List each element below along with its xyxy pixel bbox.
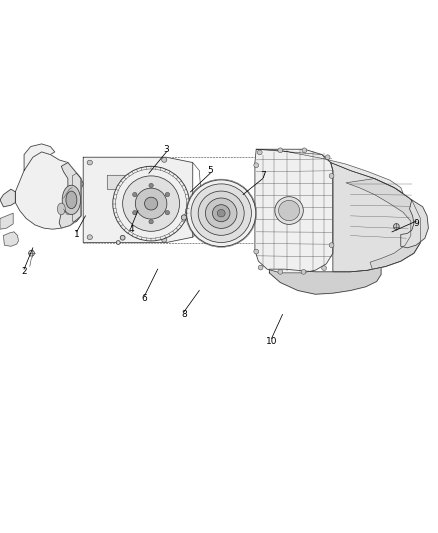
Ellipse shape [321,265,326,271]
Ellipse shape [135,188,167,219]
Ellipse shape [275,197,304,224]
Polygon shape [4,232,18,246]
Text: 6: 6 [141,294,148,303]
Ellipse shape [62,185,81,215]
Text: 7: 7 [260,172,266,180]
Polygon shape [59,163,81,228]
Polygon shape [0,213,13,229]
Ellipse shape [329,243,334,247]
Ellipse shape [205,198,237,228]
Ellipse shape [162,158,167,163]
Ellipse shape [149,220,153,224]
Text: 9: 9 [413,220,419,228]
Ellipse shape [254,249,258,254]
Ellipse shape [257,150,262,155]
Ellipse shape [123,176,180,231]
Ellipse shape [258,265,263,270]
Ellipse shape [165,192,170,197]
Ellipse shape [217,209,225,217]
Ellipse shape [133,192,137,197]
Ellipse shape [28,251,34,256]
Ellipse shape [149,183,153,188]
Polygon shape [0,189,15,207]
Polygon shape [269,266,381,294]
Ellipse shape [302,148,307,153]
Polygon shape [72,173,81,221]
Ellipse shape [187,180,256,246]
Ellipse shape [301,269,306,274]
Ellipse shape [393,224,399,229]
Polygon shape [401,200,428,248]
Ellipse shape [120,235,125,240]
Ellipse shape [133,211,137,215]
Ellipse shape [87,235,92,240]
Text: 1: 1 [74,230,80,239]
Text: 2: 2 [21,268,27,276]
Polygon shape [24,144,55,171]
Polygon shape [256,149,403,193]
Text: 3: 3 [163,145,170,154]
Ellipse shape [117,166,185,233]
Ellipse shape [278,269,283,274]
Ellipse shape [121,197,154,228]
Ellipse shape [325,155,330,160]
Polygon shape [15,152,83,229]
Polygon shape [255,149,333,273]
Ellipse shape [116,241,120,244]
Ellipse shape [191,184,251,243]
Text: 4: 4 [129,225,134,233]
Ellipse shape [198,191,244,236]
Ellipse shape [165,211,170,215]
Ellipse shape [329,173,334,178]
Ellipse shape [278,148,283,153]
Ellipse shape [181,215,187,220]
Text: 5: 5 [207,166,213,175]
Ellipse shape [279,200,300,221]
Text: 8: 8 [181,310,187,319]
Ellipse shape [66,191,77,209]
Polygon shape [83,157,193,243]
Polygon shape [331,163,420,272]
Ellipse shape [57,203,65,215]
Ellipse shape [162,237,167,242]
Ellipse shape [146,195,156,205]
Text: 10: 10 [266,337,277,345]
Polygon shape [346,179,420,269]
Ellipse shape [254,163,258,168]
Ellipse shape [113,166,189,241]
Ellipse shape [120,170,182,230]
Ellipse shape [87,160,92,165]
Ellipse shape [145,197,158,210]
Ellipse shape [212,205,230,222]
Polygon shape [107,175,129,189]
